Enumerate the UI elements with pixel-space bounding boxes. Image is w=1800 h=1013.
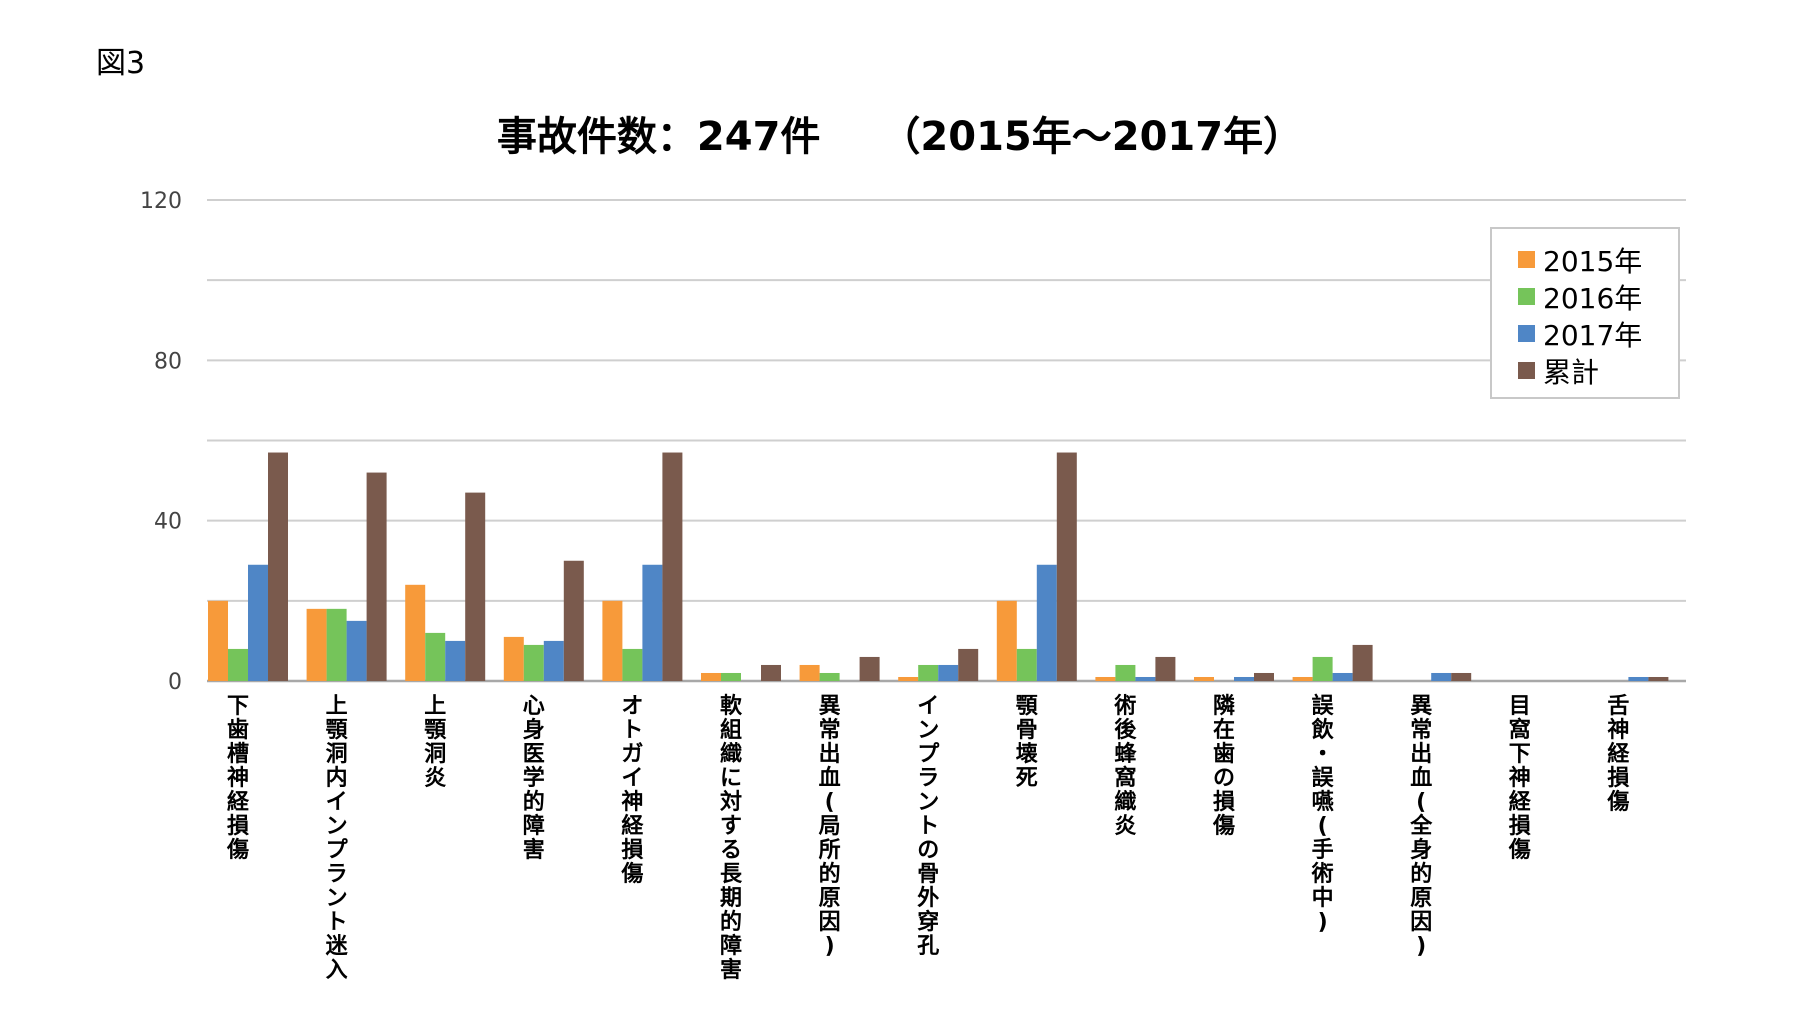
bar [425, 632, 446, 681]
bar [465, 492, 486, 681]
x-category-label: 異常出血(局所的原因) [819, 694, 841, 959]
x-category-label: 心身医学的障害 [523, 694, 545, 863]
bar [761, 664, 781, 681]
x-category-label: オトガイ神経損傷 [620, 694, 644, 887]
x-category-label: 異常出血(全身的原因) [1409, 694, 1433, 959]
bar [1056, 452, 1077, 681]
bar [346, 620, 367, 681]
y-tick-label: 0 [168, 670, 182, 695]
bar [366, 472, 387, 681]
legend-label: 累計 [1543, 355, 1600, 389]
bar [662, 452, 683, 681]
category-labels: 下歯槽神経損傷 上顎洞内インプラント迷入 上顎洞炎 心身医学的障害 オトガイ神経損傷 軟組… [226, 693, 1630, 983]
bar [248, 564, 268, 681]
x-category-label: 舌神経損傷 [1606, 694, 1630, 815]
bar [405, 584, 426, 681]
bar [1254, 672, 1274, 681]
legend-label: 2015年 [1543, 244, 1643, 278]
bar [1194, 676, 1214, 681]
bar [1135, 676, 1156, 681]
x-category-label: 下歯槽神経損傷 [226, 694, 250, 863]
bar [918, 664, 939, 681]
x-category-label: 顎骨壊死 [1016, 694, 1039, 791]
bar [1352, 644, 1373, 681]
legend: 2015年 2016年 2017年 累計 [1490, 227, 1680, 399]
bar [1016, 648, 1037, 681]
bar [1036, 564, 1057, 681]
bar [799, 664, 820, 681]
x-category-label: 上顎洞炎 [424, 694, 447, 791]
bar [268, 452, 288, 681]
legend-swatch-2015 [1518, 251, 1535, 268]
bar [1292, 676, 1313, 681]
bar [503, 636, 524, 681]
bar [1095, 676, 1116, 681]
figure-label: 図3 [96, 46, 146, 81]
legend-swatch-2016 [1518, 288, 1535, 305]
bar [819, 672, 840, 681]
legend-label: 2017年 [1543, 318, 1643, 352]
bar [859, 656, 880, 681]
y-tick-label: 80 [154, 349, 182, 374]
bar [622, 648, 643, 681]
legend-swatch-2017 [1518, 325, 1535, 342]
bar [208, 600, 228, 681]
bar [543, 640, 564, 681]
legend-label: 2016年 [1543, 281, 1643, 315]
y-tick-label: 40 [154, 510, 182, 535]
bar [1155, 656, 1176, 681]
bar [306, 608, 327, 681]
bar [1234, 676, 1254, 681]
bar [563, 560, 584, 681]
bar [1115, 664, 1136, 681]
x-category-label: 誤飲・誤嚥(手術中) [1311, 693, 1335, 935]
x-category-label: 隣在歯の損傷 [1212, 694, 1236, 839]
x-category-label: 術後蜂窩織炎 [1113, 693, 1137, 839]
bar [642, 564, 663, 681]
bar [523, 644, 544, 681]
bar [1648, 676, 1669, 681]
bar [445, 640, 466, 681]
bar [1451, 672, 1472, 681]
bar [938, 664, 959, 681]
chart-title: 事故件数：247件 （2015年～2017年） [496, 114, 1304, 160]
bar [228, 648, 248, 681]
x-category-label: 軟組織に対する長期的障害 [720, 693, 743, 983]
bar [1332, 672, 1353, 681]
legend-item: 累計 [1518, 352, 1678, 389]
bar [1431, 672, 1452, 681]
y-tick-label: 120 [140, 189, 182, 214]
x-category-label: 目窩下神経損傷 [1508, 694, 1532, 863]
legend-item: 2015年 [1518, 241, 1678, 278]
legend-item: 2017年 [1518, 315, 1678, 352]
bar [958, 648, 979, 681]
legend-item: 2016年 [1518, 278, 1678, 315]
bar [721, 672, 741, 681]
bar [602, 600, 623, 681]
bar [996, 600, 1017, 681]
bar [1628, 676, 1649, 681]
bar [1312, 656, 1333, 681]
bar [326, 608, 347, 681]
x-category-label: インプラントの骨外穿孔 [917, 694, 940, 959]
bar [701, 672, 721, 681]
bars [208, 452, 1669, 681]
x-category-label: 上顎洞内インプラント迷入 [325, 694, 349, 983]
bar [898, 676, 919, 681]
legend-swatch-total [1518, 362, 1535, 379]
